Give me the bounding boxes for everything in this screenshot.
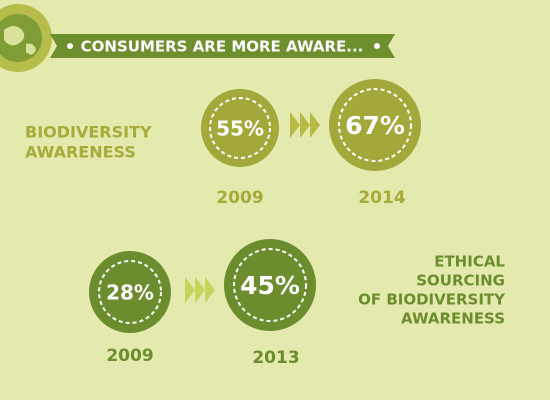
stat-circle	[224, 239, 316, 331]
group-label: AWARENESS	[401, 310, 505, 328]
arrow	[290, 112, 320, 138]
stat-ring	[338, 88, 412, 162]
stat-ring	[98, 260, 162, 324]
year: 2013	[252, 348, 299, 368]
year: 2009	[216, 188, 263, 208]
group-label: SOURCING	[416, 272, 505, 290]
year: 2009	[106, 346, 153, 366]
banner-dot	[67, 43, 73, 49]
group-label: AWARENESS	[25, 143, 136, 162]
stat-value: 45%	[240, 271, 300, 300]
banner	[50, 34, 395, 58]
arrow	[185, 277, 215, 303]
group-label: OF BIODIVERSITY	[358, 291, 506, 309]
year: 2014	[358, 188, 405, 208]
banner-dot	[374, 43, 380, 49]
banner-title: CONSUMERS ARE MORE AWARE...	[81, 38, 364, 56]
group-label: ETHICAL	[434, 253, 505, 271]
stat-circle	[329, 79, 421, 171]
stat-circle	[89, 251, 171, 333]
globe-land	[4, 26, 36, 55]
stat-circle	[201, 89, 279, 167]
group-label: BIODIVERSITY	[25, 123, 152, 142]
stat-value: 55%	[216, 117, 264, 141]
stat-ring	[233, 248, 307, 322]
stat-value: 67%	[345, 111, 405, 140]
stat-value: 28%	[106, 281, 154, 305]
stat-ring	[209, 97, 271, 159]
